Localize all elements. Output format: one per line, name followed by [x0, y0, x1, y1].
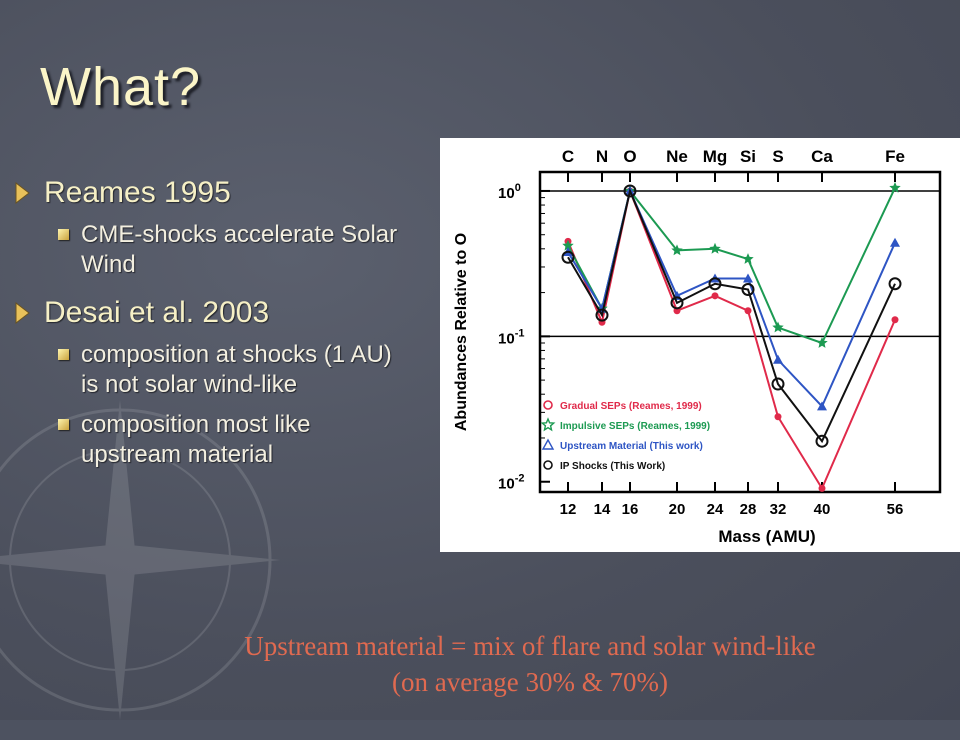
- element-label: C: [562, 147, 574, 166]
- series-point: [888, 277, 902, 291]
- sub-bullet-square-icon: [58, 229, 69, 240]
- series-point: [562, 239, 574, 251]
- series-point: [774, 413, 782, 421]
- sub-bullet-text: composition at shocks (1 AU) is not sola…: [81, 341, 392, 398]
- series-point: [708, 277, 722, 291]
- x-tick-label: 24: [707, 501, 724, 518]
- sub-bullet-item: composition at shocks (1 AU) is not sola…: [58, 340, 434, 400]
- series-point: [744, 307, 752, 315]
- element-label: S: [772, 147, 783, 166]
- footer-line-1: Upstream material = mix of flare and sol…: [244, 631, 816, 661]
- series-point: [773, 354, 783, 364]
- legend-label: Upstream Material (This work): [560, 441, 703, 452]
- series-point: [595, 308, 609, 322]
- footer-note: Upstream material = mix of flare and sol…: [120, 628, 940, 700]
- series-point: [742, 253, 754, 264]
- sub-bullet-square-icon: [58, 349, 69, 360]
- series-line: [567, 187, 896, 409]
- y-tick-label: 10-2: [498, 473, 524, 493]
- series-point: [818, 484, 826, 492]
- y-tick-label: 100: [498, 182, 521, 202]
- series-point: [771, 377, 785, 391]
- x-tick-label: 56: [887, 501, 904, 518]
- x-tick-label: 28: [740, 501, 757, 518]
- element-label: Ca: [811, 147, 833, 166]
- plot-frame: [538, 170, 942, 494]
- element-label: Si: [740, 147, 756, 166]
- series-point: [817, 401, 827, 411]
- slide-title: What?: [40, 57, 202, 117]
- series-point: [889, 181, 901, 193]
- x-tick-label: 20: [669, 501, 686, 518]
- series-point: [816, 337, 828, 348]
- element-label: Ne: [666, 147, 688, 166]
- element-label: Mg: [703, 147, 728, 166]
- legend-marker: [541, 438, 555, 450]
- bullet-arrow-icon: [15, 302, 30, 324]
- series-point: [891, 316, 899, 324]
- series-point: [623, 184, 637, 198]
- series-point: [709, 242, 721, 254]
- series-point: [743, 273, 753, 283]
- x-axis-label: Mass (AMU): [718, 527, 815, 546]
- series-point: [671, 244, 683, 256]
- bullet-list: Reames 1995 CME-shocks accelerate Solar …: [14, 176, 434, 480]
- series-point: [561, 250, 575, 264]
- series-point: [890, 237, 900, 247]
- x-tick-label: 40: [814, 501, 831, 518]
- abundance-chart-svg: 100 10-1 10-2 C 12 N 14 O 16 Ne 20 Mg 24 Si 28 S 32 Ca 40 F…: [453, 147, 942, 546]
- element-label: Fe: [885, 147, 905, 166]
- series-line: [567, 187, 896, 444]
- sub-bullet-square-icon: [58, 419, 69, 430]
- legend-label: IP Shocks (This Work): [560, 461, 665, 472]
- footer-line-2: (on average 30% & 70%): [392, 667, 668, 697]
- bullet-item: Desai et al. 2003: [14, 296, 434, 330]
- series-point: [772, 321, 784, 333]
- sub-bullet-text: composition most like upstream material: [81, 411, 311, 468]
- series-point: [815, 434, 829, 448]
- abundance-chart: 100 10-1 10-2 C 12 N 14 O 16 Ne 20 Mg 24 Si 28 S 32 Ca 40 F…: [440, 138, 960, 552]
- bullet-arrow-icon: [15, 182, 30, 204]
- y-axis-label: Abundances Relative to O: [453, 233, 470, 431]
- bullet-text: Desai et al. 2003: [44, 296, 270, 329]
- legend-marker: [540, 417, 556, 432]
- x-tick-label: 14: [594, 501, 611, 518]
- series-line: [567, 187, 896, 345]
- series-point: [670, 296, 684, 310]
- compass-watermark-icon: [0, 400, 280, 720]
- legend-label: Impulsive SEPs (Reames, 1999): [560, 421, 710, 432]
- y-tick-label: 10-1: [498, 327, 524, 347]
- x-tick-label: 16: [622, 501, 639, 518]
- sub-bullet-item: composition most like upstream material: [58, 410, 434, 470]
- sub-bullet-item: CME-shocks accelerate Solar Wind: [58, 220, 434, 280]
- legend-marker: [543, 460, 553, 470]
- bullet-item: Reames 1995: [14, 176, 434, 210]
- element-label: O: [623, 147, 636, 166]
- series-point: [711, 292, 719, 300]
- element-label: N: [596, 147, 608, 166]
- x-tick-label: 32: [770, 501, 787, 518]
- bullet-text: Reames 1995: [44, 176, 231, 209]
- sub-bullet-text: CME-shocks accelerate Solar Wind: [81, 221, 398, 278]
- legend-marker: [543, 400, 553, 410]
- series-point: [741, 282, 755, 296]
- x-tick-label: 12: [560, 501, 577, 518]
- legend-label: Gradual SEPs (Reames, 1999): [560, 401, 702, 412]
